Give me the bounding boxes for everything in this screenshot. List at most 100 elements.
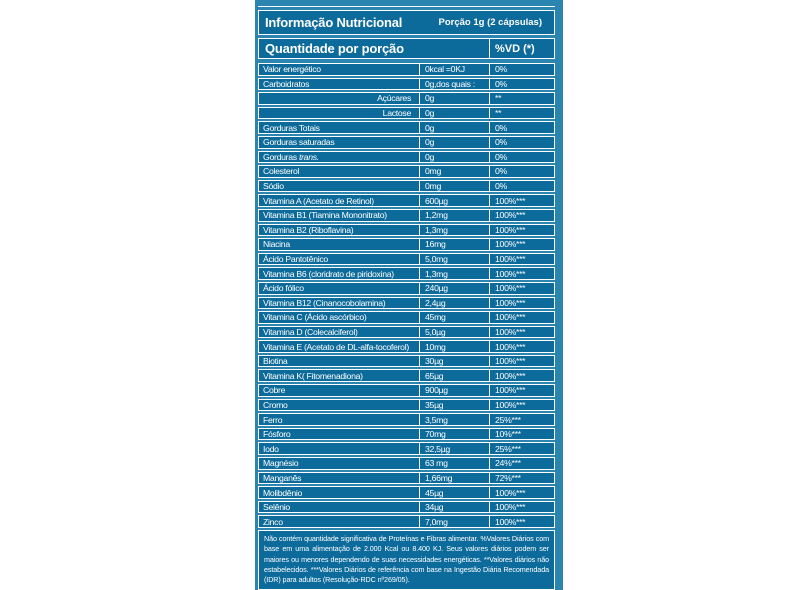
table-row: Colesterol 0mg 0% bbox=[258, 165, 555, 178]
nutrient-amount: 3,5mg bbox=[419, 414, 489, 425]
nutrient-label: Vitamina D (Colecalciferol) bbox=[263, 326, 358, 337]
nutrient-dv: 100%*** bbox=[489, 341, 554, 352]
nutrient-dv: 100%*** bbox=[489, 516, 554, 527]
nutrient-amount: 0g bbox=[419, 122, 489, 133]
nutrient-dv: 100%*** bbox=[489, 195, 554, 206]
table-row: Biotina 30µg 100%*** bbox=[258, 354, 555, 368]
nutrient-dv: 100%*** bbox=[489, 239, 554, 250]
nutrient-label: Iodo bbox=[263, 443, 279, 454]
nutrient-amount: 900µg bbox=[419, 385, 489, 396]
table-row: Gorduras saturadas 0g 0% bbox=[258, 135, 555, 149]
rows: Valor energético 0kcal =0KJ 0% Carboidra… bbox=[258, 63, 555, 528]
column-header-row: Quantidade por porção %VD (*) bbox=[258, 38, 555, 59]
nutrient-label: Cromo bbox=[263, 399, 288, 410]
table-row: Cromo 35µg 100%*** bbox=[258, 398, 555, 412]
nutrient-amount: 0kcal =0KJ bbox=[419, 64, 489, 75]
table-row: Cobre 900µg 100%*** bbox=[258, 384, 555, 397]
nutrient-label: Vitamina K( Fitomenadiona) bbox=[263, 370, 363, 381]
nutrient-label: Vitamina A (Acetato de Retinol) bbox=[263, 195, 374, 206]
table-row: Vitamina B6 (cloridrato de piridoxina) 1… bbox=[258, 267, 555, 280]
nutrient-dv: 100%*** bbox=[489, 399, 554, 411]
table-row: Ferro 3,5mg 25%*** bbox=[258, 413, 555, 426]
nutrient-label: Cobre bbox=[263, 385, 286, 396]
nutrient-label: Vitamina B6 (cloridrato de piridoxina) bbox=[263, 268, 394, 279]
nutrient-label: Gorduras trans. bbox=[263, 151, 319, 162]
nutrient-amount: 0g bbox=[419, 107, 489, 119]
table-row: Vitamina B1 (Tiamina Mononitrato) 1,2mg … bbox=[258, 208, 555, 222]
nutrient-label: Gorduras saturadas bbox=[263, 137, 335, 148]
nutrient-label: Ferro bbox=[263, 414, 283, 425]
nutrient-amount: 10mg bbox=[419, 341, 489, 352]
nutrient-amount: 32,5µg bbox=[419, 443, 489, 455]
nutrient-amount: 1,66mg bbox=[419, 472, 489, 484]
nutrient-label: Açúcares bbox=[377, 93, 411, 104]
table-row: Fósforo 70mg 10%*** bbox=[258, 427, 555, 441]
table-row: Sódio 0mg 0% bbox=[258, 179, 555, 193]
nutrient-dv: 0% bbox=[489, 136, 554, 148]
nutrient-amount: 0g bbox=[419, 136, 489, 148]
table-row: Gorduras trans. 0g 0% bbox=[258, 150, 555, 164]
table-row: Açúcares 0g ** bbox=[258, 92, 555, 105]
nutrient-amount: 34µg bbox=[419, 501, 489, 513]
nutrient-dv: ** bbox=[489, 93, 554, 104]
nutrient-amount: 65µg bbox=[419, 370, 489, 382]
nutrient-amount: 0g,dos quais : bbox=[419, 78, 489, 90]
table-row: Niacina 16mg 100%*** bbox=[258, 238, 555, 251]
nutrient-label: Biotina bbox=[263, 356, 288, 367]
nutrient-amount: 70mg bbox=[419, 428, 489, 440]
nutrient-label: Vitamina E (Acetato de DL-alfa-tocoferol… bbox=[263, 341, 409, 352]
nutrient-label: Vitamina C (Ácido ascórbico) bbox=[263, 312, 367, 323]
table-row: Carboidratos 0g,dos quais : 0% bbox=[258, 77, 555, 91]
table-row: Vitamina E (Acetato de DL-alfa-tocoferol… bbox=[258, 340, 555, 353]
nutrient-amount: 1,3mg bbox=[419, 224, 489, 236]
nutrient-dv: 100%*** bbox=[489, 326, 554, 338]
nutrient-label: Niacina bbox=[263, 239, 290, 250]
nutrient-amount: 240µg bbox=[419, 282, 489, 294]
nutrient-amount: 1,2mg bbox=[419, 209, 489, 221]
table-row: Magnésio 63 mg 24%*** bbox=[258, 457, 555, 470]
serving-size-text: Porção 1g (2 cápsulas) bbox=[438, 17, 542, 28]
nutrient-amount: 5,0mg bbox=[419, 253, 489, 265]
nutrient-label: Sódio bbox=[263, 181, 284, 192]
nutrient-label: Manganês bbox=[263, 472, 302, 483]
top-divider-line bbox=[258, 6, 555, 7]
nutrient-dv: 100%*** bbox=[489, 501, 554, 513]
nutrient-label: Vitamina B2 (Riboflavina) bbox=[263, 224, 354, 235]
nutrient-dv: 100%*** bbox=[489, 385, 554, 396]
nutrient-label: Colesterol bbox=[263, 166, 300, 177]
nutrient-dv: 100%*** bbox=[489, 370, 554, 382]
nutrient-label: Valor energético bbox=[263, 64, 321, 75]
nutrient-label: Ácido fólico bbox=[263, 283, 304, 294]
nutrient-amount: 2,4µg bbox=[419, 297, 489, 309]
quantity-column-header: Quantidade por porção bbox=[265, 41, 404, 56]
table-row: Vitamina D (Colecalciferol) 5,0µg 100%**… bbox=[258, 325, 555, 339]
nutrient-label: Gorduras Totais bbox=[263, 122, 320, 133]
nutrient-amount: 1,3mg bbox=[419, 268, 489, 279]
table-row: Ácido fólico 240µg 100%*** bbox=[258, 281, 555, 295]
table-row: Selênio 34µg 100%*** bbox=[258, 500, 555, 514]
nutrient-label: Fósforo bbox=[263, 429, 291, 440]
nutrient-dv: 100%*** bbox=[489, 487, 554, 498]
table-row: Molibdênio 45µg 100%*** bbox=[258, 486, 555, 499]
table-title: Informação Nutricional bbox=[265, 15, 403, 30]
nutrient-dv: 0% bbox=[489, 78, 554, 90]
table-row: Vitamina A (Acetato de Retinol) 600µg 10… bbox=[258, 194, 555, 207]
nutrient-amount: 30µg bbox=[419, 355, 489, 367]
nutrient-dv: 24%*** bbox=[489, 458, 554, 469]
nutrient-amount: 16mg bbox=[419, 239, 489, 250]
nutrient-dv: 25%*** bbox=[489, 443, 554, 455]
table-header: Informação Nutricional Porção 1g (2 cáps… bbox=[258, 10, 555, 35]
nutrient-dv: ** bbox=[489, 107, 554, 119]
nutrient-amount: 0mg bbox=[419, 180, 489, 192]
nutrient-amount: 0g bbox=[419, 93, 489, 104]
nutrient-dv: 100%*** bbox=[489, 268, 554, 279]
table-row: Gorduras Totais 0g 0% bbox=[258, 121, 555, 134]
nutrient-dv: 100%*** bbox=[489, 312, 554, 323]
table-row: Iodo 32,5µg 25%*** bbox=[258, 442, 555, 456]
nutrient-amount: 0g bbox=[419, 151, 489, 163]
table-row: Valor energético 0kcal =0KJ 0% bbox=[258, 63, 555, 76]
nutrient-amount: 63 mg bbox=[419, 458, 489, 469]
table-row: Zinco 7,0mg 100%*** bbox=[258, 515, 555, 528]
table-row: Vitamina B12 (Cinanocobolamina) 2,4µg 10… bbox=[258, 296, 555, 310]
nutrient-dv: 0% bbox=[489, 151, 554, 163]
